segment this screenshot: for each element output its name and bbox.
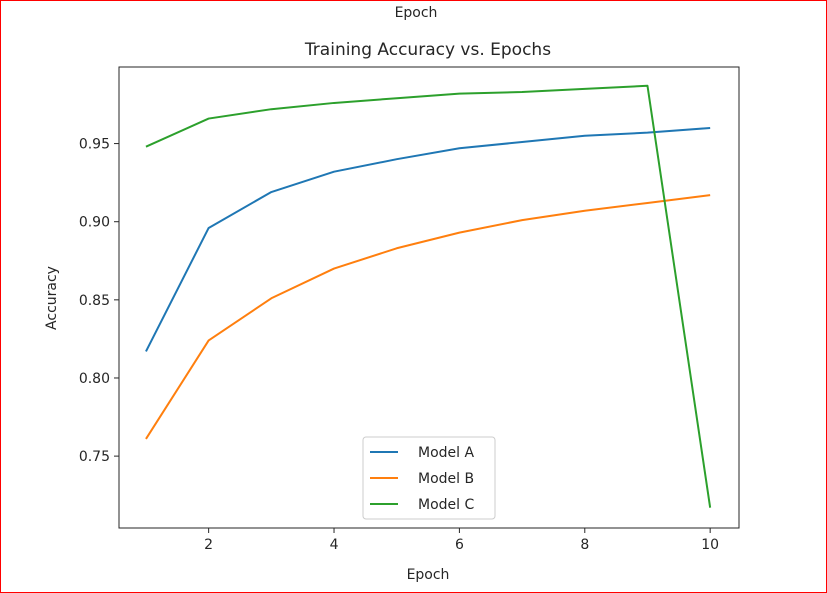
x-tick-label: 2 (204, 537, 213, 553)
legend-entry: Model A (418, 445, 474, 461)
plot-area-frame (118, 66, 740, 529)
x-tick-label: 6 (455, 537, 464, 553)
legend-entry: Model C (418, 497, 474, 513)
y-tick-label: 0.90 (79, 215, 110, 231)
series-line-model-c (145, 84, 712, 508)
x-axis-label: Epoch (407, 567, 450, 583)
legend: Model A Model B Model C (362, 436, 496, 520)
y-tick-label: 0.75 (79, 449, 110, 465)
y-tick-label: 0.85 (79, 293, 110, 309)
legend-entry: Model B (418, 471, 474, 487)
x-tick-label: 8 (580, 537, 589, 553)
series-line-model-a (145, 126, 711, 352)
y-tick-label: 0.95 (79, 137, 110, 153)
y-axis-label: Accuracy (44, 266, 60, 330)
series-line-model-b (145, 194, 711, 440)
legend-box (362, 436, 496, 520)
chart-title: Training Accuracy vs. Epochs (304, 40, 551, 60)
x-tick-label: 10 (701, 537, 719, 553)
x-tick-label: 4 (330, 537, 339, 553)
y-tick-label: 0.80 (79, 371, 110, 387)
cropped-axis-label: Epoch (395, 5, 438, 21)
